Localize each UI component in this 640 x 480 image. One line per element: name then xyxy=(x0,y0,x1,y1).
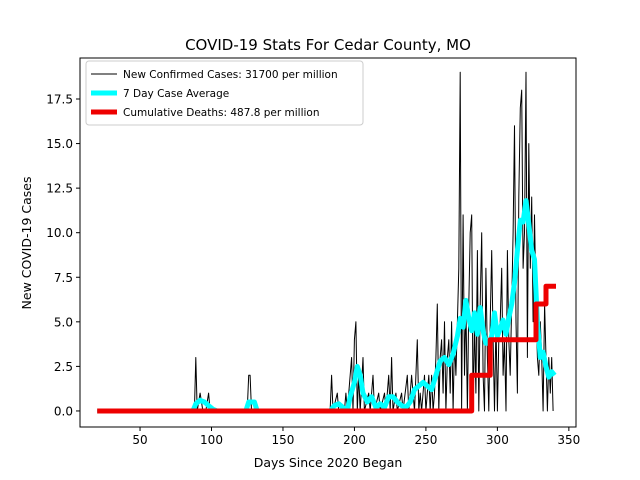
y-tick-label: 15.0 xyxy=(46,137,73,151)
y-tick-label: 10.0 xyxy=(46,226,73,240)
y-axis: 0.0 2.5 5.0 7.5 10.0 12.5 15.0 17.5 xyxy=(46,93,80,418)
chart-title: COVID-19 Stats For Cedar County, MO xyxy=(185,36,471,54)
x-tick-label: 200 xyxy=(343,433,366,447)
x-tick-label: 300 xyxy=(486,433,509,447)
y-tick-label: 2.5 xyxy=(54,360,73,374)
y-axis-label: New COVID-19 Cases xyxy=(19,177,34,310)
series-line-2 xyxy=(97,198,557,414)
x-tick-label: 100 xyxy=(200,433,223,447)
y-tick-label: 7.5 xyxy=(54,271,73,285)
series-layer xyxy=(97,71,557,414)
y-tick-label: 5.0 xyxy=(54,315,73,329)
x-axis-label: Days Since 2020 Began xyxy=(254,455,403,470)
y-tick-label: 17.5 xyxy=(46,93,73,107)
x-tick-label: 50 xyxy=(132,433,147,447)
plot-area-frame xyxy=(79,57,577,428)
y-tick-label: 0.0 xyxy=(54,404,73,418)
y-tick-label: 12.5 xyxy=(46,182,73,196)
legend-label-1: New Confirmed Cases: 31700 per million xyxy=(123,69,338,81)
legend: New Confirmed Cases: 31700 per million 7 … xyxy=(85,60,364,126)
x-tick-label: 150 xyxy=(272,433,295,447)
x-tick-label: 250 xyxy=(414,433,437,447)
legend-box xyxy=(85,60,364,126)
legend-label-2: 7 Day Case Average xyxy=(123,88,229,100)
x-axis: 50 100 150 200 250 300 350 xyxy=(132,427,580,447)
series-line-3 xyxy=(97,283,556,414)
legend-label-3: Cumulative Deaths: 487.8 per million xyxy=(123,107,320,119)
x-tick-label: 350 xyxy=(557,433,580,447)
